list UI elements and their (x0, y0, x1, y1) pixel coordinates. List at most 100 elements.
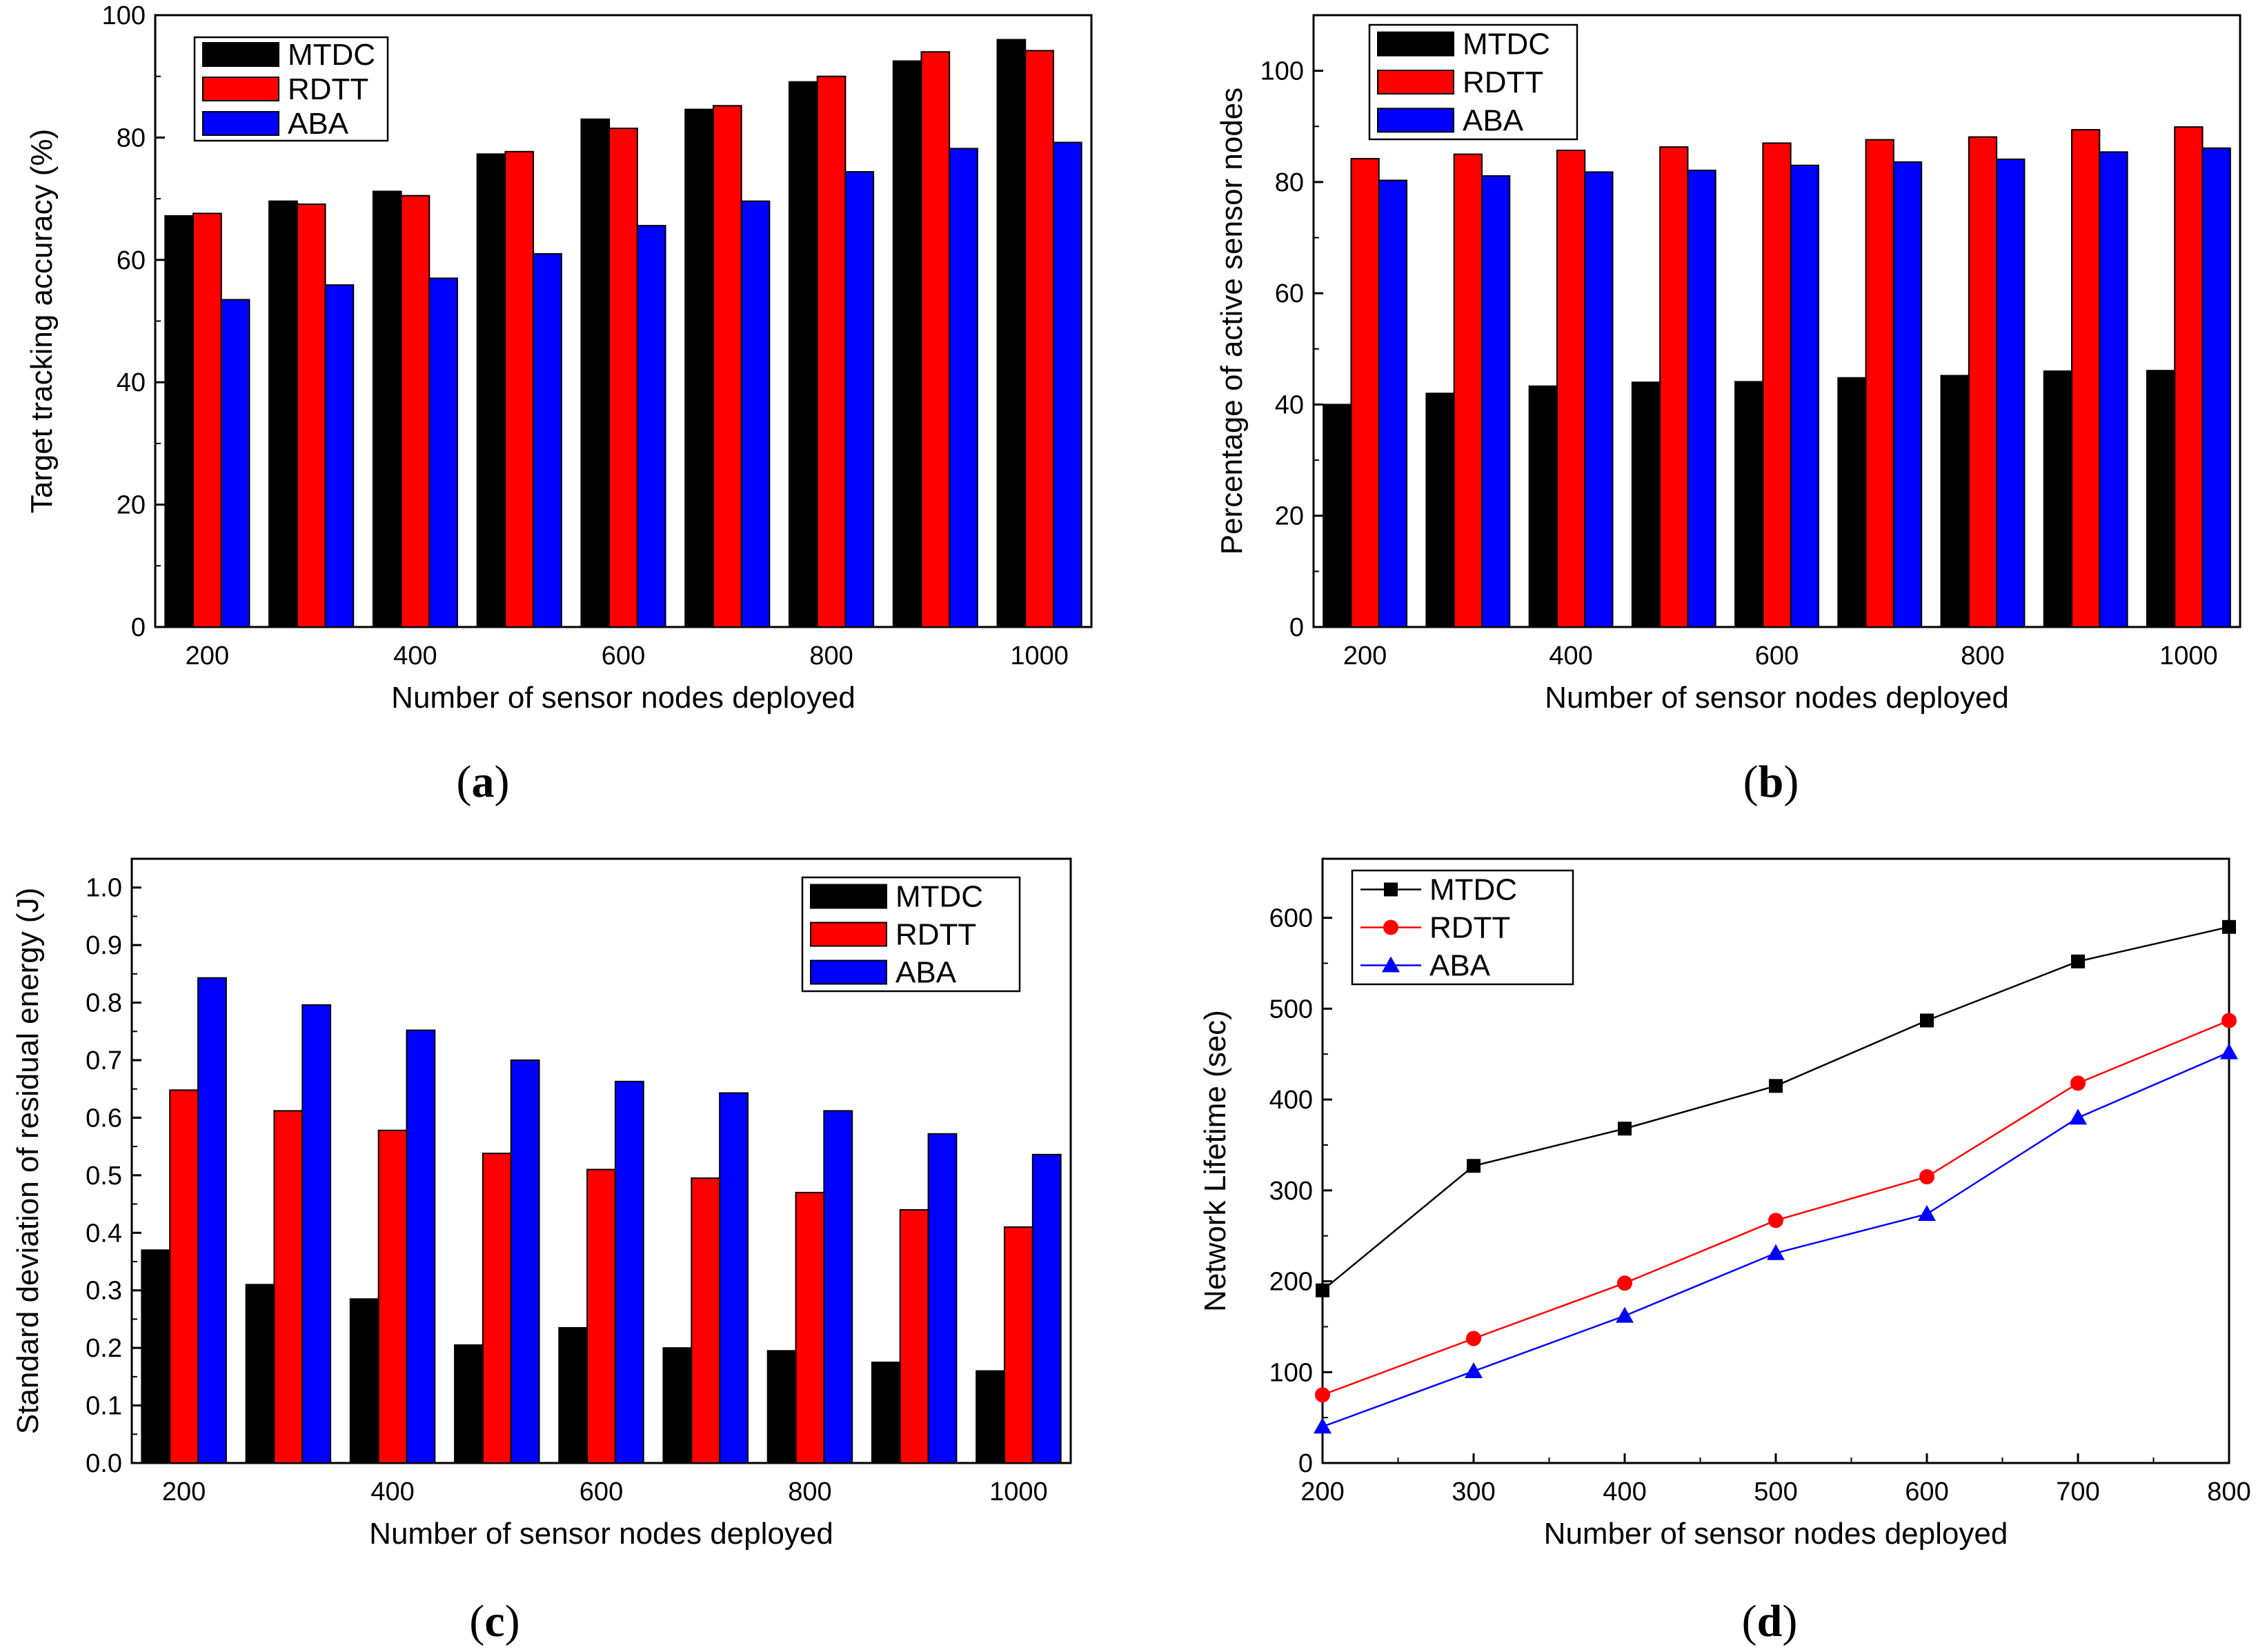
legend-label-aba: ABA (288, 107, 349, 141)
x-tick-label: 200 (186, 641, 229, 670)
panel-caption-d: (d) (1742, 1596, 1798, 1646)
x-tick-label: 1000 (1010, 641, 1069, 670)
legend-label-rdtt: RDTT (895, 918, 976, 952)
bar-aba-1000 (1052, 141, 1082, 628)
bar-mtdc-400 (349, 1298, 379, 1464)
x-axis-label: Number of sensor nodes deployed (1544, 1517, 2008, 1551)
y-axis-label: Target tracking accuracy (%) (25, 129, 59, 514)
y-tick-label: 100 (1269, 1358, 1313, 1387)
caption-letter: c (484, 1596, 504, 1646)
legend-label-aba: ABA (1463, 103, 1524, 137)
legend-marker-aba (1382, 956, 1400, 973)
caption-open-paren: ( (457, 757, 472, 807)
chart-panel-b: 0 20 40 60 80 100 200 400 600 800 1000 Number of se… (1215, 14, 2241, 807)
y-tick-label: 20 (117, 491, 146, 520)
bar-mtdc-800 (766, 1350, 797, 1464)
legend-swatch-rdtt (1377, 70, 1454, 94)
bar-mtdc-600 (1734, 381, 1764, 628)
legend-label-rdtt: RDTT (1429, 911, 1510, 945)
x-tick-label: 800 (1961, 641, 2004, 670)
bar-aba-400 (1584, 171, 1614, 628)
legend: MTDC RDTT ABA (801, 876, 1021, 993)
point-mtdc-300 (1467, 1159, 1481, 1173)
bar-mtdc-500 (476, 153, 506, 628)
x-tick-label: 200 (162, 1477, 206, 1506)
bar-mtdc-1000 (976, 1370, 1005, 1464)
bar-mtdc-800 (1940, 375, 1970, 628)
bar-aba-800 (823, 1110, 853, 1464)
bar-mtdc-200 (1323, 404, 1352, 628)
legend-swatch-aba (202, 111, 279, 136)
bar-mtdc-600 (580, 118, 611, 628)
bar-rdtt-1000 (2174, 126, 2204, 628)
point-mtdc-600 (1920, 1013, 1934, 1028)
legend-swatch-aba (1377, 108, 1454, 133)
x-tick-label: 500 (1754, 1477, 1797, 1506)
bar-rdtt-300 (1453, 153, 1483, 628)
point-mtdc-400 (1618, 1122, 1632, 1136)
bar-mtdc-700 (1837, 377, 1867, 628)
bar-rdtt-800 (795, 1191, 825, 1464)
bar-rdtt-700 (691, 1177, 721, 1464)
bar-rdtt-500 (504, 150, 535, 628)
caption-close-paren: ) (495, 757, 510, 807)
x-tick-label: 300 (1452, 1477, 1495, 1506)
x-tick-label: 600 (580, 1477, 623, 1506)
y-tick-label: 0.0 (86, 1449, 122, 1478)
point-rdtt-400 (1617, 1275, 1632, 1291)
bar-aba-600 (636, 225, 666, 628)
bar-aba-1000 (2201, 147, 2231, 628)
bar-aba-800 (1996, 158, 2026, 628)
y-tick-label: 0 (1298, 1449, 1313, 1478)
point-aba-300 (1465, 1362, 1483, 1378)
y-tick-label: 0.1 (86, 1392, 122, 1421)
legend-label-mtdc: MTDC (895, 880, 983, 914)
y-tick-label: 20 (1275, 502, 1304, 531)
point-aba-600 (1918, 1205, 1936, 1222)
bar-aba-700 (740, 200, 771, 628)
bar-aba-300 (301, 1004, 332, 1464)
bar-mtdc-1000 (996, 39, 1027, 628)
bar-aba-900 (2099, 151, 2128, 628)
bar-rdtt-500 (1659, 146, 1689, 628)
y-tick-label: 0.2 (86, 1334, 122, 1363)
x-tick-label: 400 (393, 641, 437, 670)
x-tick-label: 600 (1905, 1477, 1948, 1506)
y-axis-label: Standard deviation of residual energy (J… (11, 888, 45, 1434)
legend-label-mtdc: MTDC (288, 38, 375, 72)
x-tick-label: 400 (1603, 1477, 1646, 1506)
bar-rdtt-600 (1762, 142, 1792, 628)
legend-swatch-rdtt (202, 77, 279, 101)
bar-aba-700 (719, 1092, 749, 1464)
point-aba-200 (1314, 1417, 1332, 1434)
x-tick-label: 1000 (989, 1477, 1048, 1506)
y-tick-label: 40 (117, 368, 146, 397)
point-mtdc-800 (2222, 919, 2236, 934)
y-tick-label: 600 (1269, 904, 1313, 933)
chart-panel-d: 0 100 200 300 400 500 600 200 300 400 500 600 700 800… (1198, 857, 2251, 1646)
caption-letter: d (1757, 1596, 1783, 1646)
chart-panel-a: 0 20 40 60 80 100 200 400 600 800 1000 Number of se… (25, 1, 1093, 807)
bar-mtdc-600 (558, 1326, 588, 1464)
caption-close-paren: ) (1783, 757, 1799, 807)
bar-rdtt-400 (377, 1129, 408, 1464)
point-mtdc-700 (2071, 954, 2085, 968)
bar-rdtt-900 (899, 1208, 929, 1464)
x-tick-label: 600 (1755, 641, 1799, 670)
x-tick-label: 600 (602, 641, 645, 670)
caption-letter: a (472, 757, 495, 807)
bar-mtdc-300 (245, 1284, 275, 1464)
point-rdtt-800 (2221, 1013, 2237, 1028)
point-rdtt-300 (1466, 1331, 1481, 1346)
legend-label-aba: ABA (1429, 949, 1491, 983)
bar-aba-800 (844, 171, 875, 628)
x-tick-label: 400 (370, 1477, 414, 1506)
bar-aba-300 (324, 284, 355, 628)
y-tick-label: 0.5 (86, 1162, 122, 1191)
bar-rdtt-600 (608, 128, 638, 628)
point-aba-700 (2069, 1108, 2087, 1125)
bar-rdtt-800 (1968, 136, 1998, 628)
bar-rdtt-1000 (1003, 1226, 1033, 1464)
caption-open-paren: ( (1743, 757, 1759, 807)
